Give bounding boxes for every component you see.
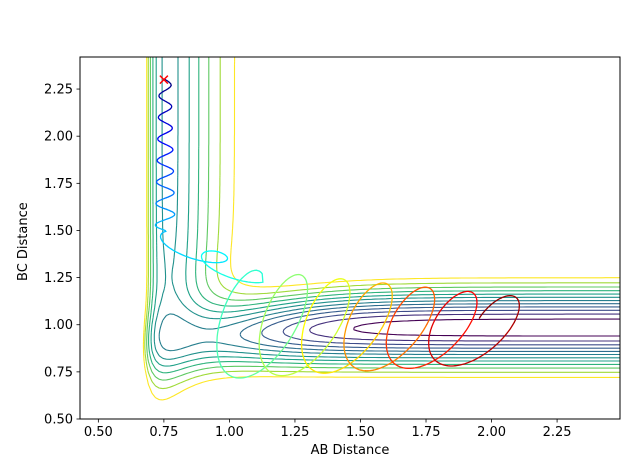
y-tick-label: 1.75 [44,177,73,192]
x-tick-label: 0.50 [84,425,113,440]
x-tick-label: 2.00 [477,425,506,440]
x-tick-label: 1.75 [412,425,441,440]
y-tick-label: 1.25 [44,271,73,286]
y-tick-label: 2.00 [44,130,73,145]
trajectory [154,78,520,379]
y-axis-ticks: 0.50 0.75 1.00 1.25 1.50 1.75 2.00 2.25 [44,83,80,428]
y-tick-label: 2.25 [44,83,73,98]
y-tick-label: 1.00 [44,318,73,333]
x-tick-label: 2.25 [543,425,572,440]
x-tick-label: 0.75 [149,425,178,440]
start-marker-x [159,75,169,85]
x-tick-label: 1.50 [346,425,375,440]
x-axis-label: AB Distance [310,443,390,458]
y-tick-label: 0.50 [44,413,73,428]
y-axis-label: BC Distance [16,202,31,281]
x-tick-label: 1.00 [215,425,244,440]
axes-frame [79,56,621,420]
y-tick-label: 1.50 [44,224,73,239]
x-axis-ticks: 0.50 0.75 1.00 1.25 1.50 1.75 2.00 2.25 [84,419,572,440]
x-tick-label: 1.25 [280,425,309,440]
contour-lines [142,57,620,401]
y-tick-label: 0.75 [44,365,73,380]
